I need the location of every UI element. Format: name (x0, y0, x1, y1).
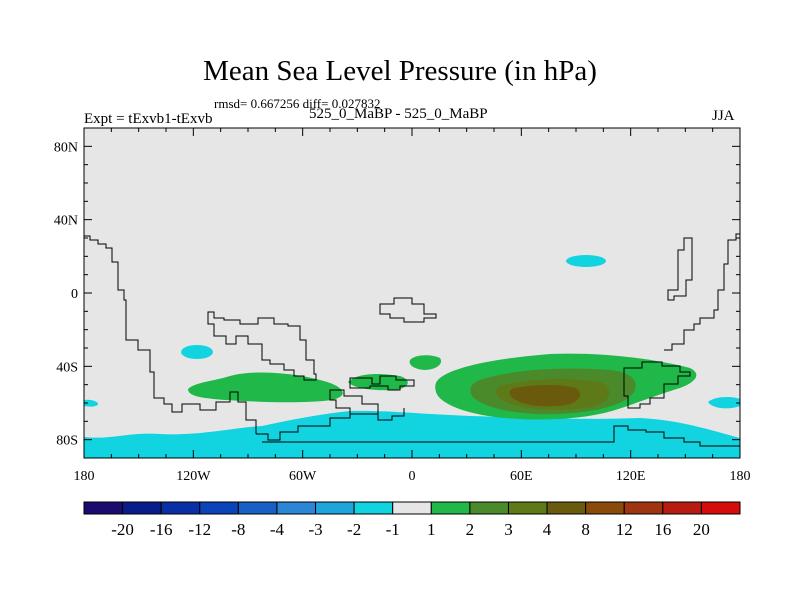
x-tick-label: 60W (289, 469, 317, 484)
colorbar-label: 3 (504, 520, 513, 539)
colorbar-label: 4 (543, 520, 552, 539)
colorbar-label: 1 (427, 520, 436, 539)
colorbar: -20 -16 -12 -8 -4 -3 -2 -1 1 2 3 4 8 12 16 20 (83, 501, 741, 539)
colorbar-swatch (315, 501, 355, 515)
colorbar-label: 12 (616, 520, 633, 539)
coastline-island-a (349, 375, 415, 391)
y-tick-label: 40S (56, 360, 78, 375)
colorbar-swatch (546, 501, 587, 515)
coastline-madagascar (329, 389, 379, 415)
colorbar-label: 20 (693, 520, 710, 539)
experiment-label: Expt = tExvb1-tExvb (84, 111, 213, 127)
colorbar-swatch (430, 501, 471, 515)
colorbar-swatch (469, 501, 509, 515)
colorbar-label: -2 (347, 520, 361, 539)
colorbar-swatch (392, 501, 432, 515)
colorbar-swatch (662, 501, 702, 515)
x-tick-label: 120E (616, 469, 646, 484)
colorbar-swatch (83, 501, 124, 515)
colorbar-swatch (199, 501, 239, 515)
antarctic-band-spot-right (708, 397, 740, 409)
y-tick-label: 80N (54, 140, 78, 155)
x-tick-label: 180 (730, 469, 751, 484)
colorbar-swatch (237, 501, 278, 515)
antarctic-band-spot-left (84, 399, 98, 407)
antarctic-negative-band (84, 410, 740, 458)
colorbar-label: -3 (308, 520, 322, 539)
colorbar-label: -20 (111, 520, 134, 539)
colorbar-swatch (122, 501, 162, 515)
season-label: JJA (712, 108, 735, 124)
y-tick-label: 40N (54, 214, 78, 229)
coastline-antarctica (262, 425, 740, 447)
negative-patch-north (566, 255, 606, 267)
coastline-americas (84, 235, 257, 434)
colorbar-label: 8 (581, 520, 590, 539)
negative-patch-west (181, 345, 213, 359)
colorbar-label: -8 (231, 520, 245, 539)
period-label: 525_0_MaBP - 525_0_MaBP (309, 106, 488, 122)
x-tick-label: 0 (409, 469, 416, 484)
chart-title: Mean Sea Level Pressure (in hPa) (203, 55, 597, 87)
colorbar-swatch (700, 501, 741, 515)
axis-labels: 180 120W 60W 0 60E 120E 180 80N 40N 0 40S 80S (54, 140, 751, 484)
colorbar-swatch (507, 501, 548, 515)
colorbar-swatch (585, 501, 625, 515)
coastline-australia (623, 361, 691, 409)
colorbar-swatch (623, 501, 664, 515)
colorbar-swatch (160, 501, 201, 515)
coastlines (84, 233, 740, 447)
x-tick-label: 180 (74, 469, 95, 484)
coastline-africa-south (256, 408, 405, 441)
coastline-asia-east (667, 237, 693, 301)
colorbar-label: 2 (466, 520, 475, 539)
colorbar-swatch (353, 501, 394, 515)
colorbar-label: 16 (654, 520, 671, 539)
colorbar-label: -16 (150, 520, 173, 539)
coastline-indonesia (379, 297, 437, 323)
x-tick-label: 60E (510, 469, 533, 484)
colorbar-swatch (276, 501, 317, 515)
positive-level-1-small-b (409, 355, 442, 370)
coastline-pacific-east (664, 233, 740, 351)
colorbar-label: -1 (386, 520, 400, 539)
y-tick-label: 0 (71, 287, 78, 302)
y-tick-label: 80S (56, 434, 78, 449)
axis-ticks (83, 127, 741, 459)
colorbar-label: -12 (188, 520, 211, 539)
colorbar-label: -4 (270, 520, 285, 539)
coastline-africa (207, 311, 317, 381)
stats-text: rmsd= 0.667256 diff= 0.027832 (214, 96, 381, 111)
positive-level-4 (509, 385, 581, 407)
x-tick-label: 120W (176, 469, 211, 484)
